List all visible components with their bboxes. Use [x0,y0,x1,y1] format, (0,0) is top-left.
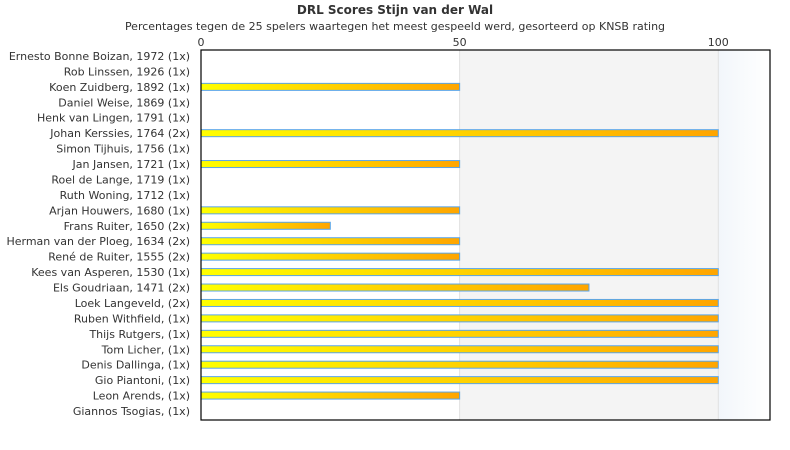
category-label: Gio Piantoni, (1x) [95,374,190,387]
bar [200,268,719,277]
band-50-100 [459,50,719,420]
x-tick-label: 50 [453,36,467,49]
category-label: Simon Tijhuis, 1756 (1x) [56,143,190,156]
category-label: Denis Dallinga, (1x) [81,359,190,372]
bar [200,221,331,230]
category-label: Kees van Asperen, 1530 (1x) [31,266,190,279]
category-label: Giannos Tsogias, (1x) [73,405,190,418]
bar [200,376,719,385]
bar [200,82,461,91]
category-label: Henk van Lingen, 1791 (1x) [37,112,190,125]
plot-frame [200,49,771,421]
category-label: René de Ruiter, 1555 (2x) [48,251,190,264]
category-label: Herman van der Ploeg, 1634 (2x) [6,235,190,248]
category-label: Tom Licher, (1x) [101,343,190,356]
category-label: Johan Kerssies, 1764 (2x) [49,127,190,140]
chart-subtitle: Percentages tegen de 25 spelers waartege… [124,20,666,33]
bar [200,252,461,261]
category-label: Els Goudriaan, 1471 (2x) [53,282,190,295]
bar [200,206,461,215]
category-label: Ruben Withfield, (1x) [74,312,190,325]
bar [200,345,719,354]
band-100-110 [718,50,770,420]
category-label: Loek Langeveld, (2x) [75,297,190,310]
category-label: Leon Arends, (1x) [93,390,190,403]
category-label: Thijs Rutgers, (1x) [88,328,190,341]
bar [200,129,719,138]
bar [200,298,719,307]
bar [200,314,719,323]
bar [200,329,719,338]
x-tick-label: 100 [708,36,729,49]
bar [200,391,461,400]
category-label: Frans Ruiter, 1650 (2x) [64,220,190,233]
bar [200,283,590,292]
category-label: Ruth Woning, 1712 (1x) [60,189,190,202]
bar [200,237,461,246]
bar [200,360,719,369]
category-label: Rob Linssen, 1926 (1x) [64,65,190,78]
category-label: Ernesto Bonne Boizan, 1972 (1x) [9,50,190,63]
category-label: Jan Jansen, 1721 (1x) [72,158,190,171]
category-label: Koen Zuidberg, 1892 (1x) [49,81,190,94]
category-label: Roel de Lange, 1719 (1x) [51,173,190,186]
category-label: Arjan Houwers, 1680 (1x) [49,204,190,217]
bar [200,160,461,169]
x-tick-label: 0 [198,36,205,49]
category-label: Daniel Weise, 1869 (1x) [58,96,190,109]
chart-title: DRL Scores Stijn van der Wal [296,3,494,17]
